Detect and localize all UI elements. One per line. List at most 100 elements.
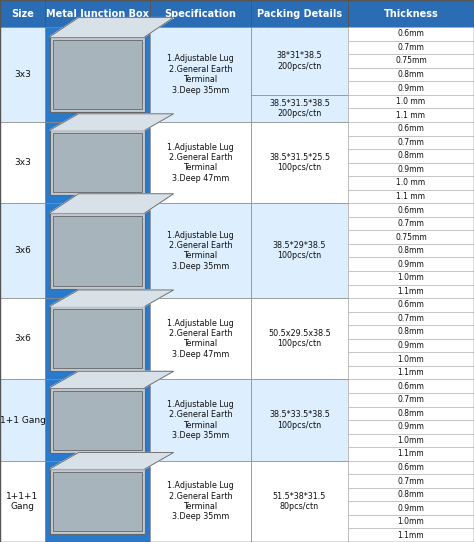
Bar <box>348 528 474 542</box>
Bar <box>348 393 474 406</box>
Bar <box>53 472 142 531</box>
Bar <box>50 213 145 289</box>
Bar <box>348 488 474 501</box>
Text: 1.0 mm: 1.0 mm <box>396 97 426 106</box>
Bar <box>0 379 45 461</box>
Text: 0.9mm: 0.9mm <box>398 260 424 269</box>
Text: 38.5*33.5*38.5
100pcs/ctn: 38.5*33.5*38.5 100pcs/ctn <box>269 410 330 430</box>
Bar <box>348 406 474 420</box>
Bar <box>348 339 474 352</box>
Bar <box>348 203 474 217</box>
Bar <box>348 501 474 515</box>
Text: 1.Adjustable Lug
2.General Earth
Terminal
3.Deep 35mm: 1.Adjustable Lug 2.General Earth Termina… <box>167 400 234 440</box>
Bar <box>150 122 251 203</box>
Text: 0.6mm: 0.6mm <box>398 463 424 472</box>
Text: 0.7mm: 0.7mm <box>398 219 424 228</box>
Bar <box>45 0 150 27</box>
Bar <box>348 434 474 447</box>
Bar <box>53 391 142 449</box>
Bar <box>348 41 474 54</box>
Bar <box>45 122 150 203</box>
Text: 0.6mm: 0.6mm <box>398 29 424 38</box>
Text: 0.9mm: 0.9mm <box>398 504 424 513</box>
Text: 3x3: 3x3 <box>14 70 31 79</box>
Bar <box>251 461 348 542</box>
Bar <box>0 461 45 542</box>
Text: 1.1mm: 1.1mm <box>398 449 424 459</box>
Text: 0.8mm: 0.8mm <box>398 151 424 160</box>
Polygon shape <box>50 453 173 469</box>
Bar <box>150 298 251 379</box>
Bar <box>150 0 251 27</box>
Text: 1.Adjustable Lug
2.General Earth
Terminal
3.Deep 35mm: 1.Adjustable Lug 2.General Earth Termina… <box>167 230 234 271</box>
Text: 0.6mm: 0.6mm <box>398 205 424 215</box>
Polygon shape <box>50 371 173 388</box>
Bar <box>0 122 45 203</box>
Text: 0.8mm: 0.8mm <box>398 70 424 79</box>
Bar <box>53 133 142 192</box>
Bar <box>251 298 348 379</box>
Bar <box>348 474 474 488</box>
Bar <box>251 95 348 122</box>
Text: 0.9mm: 0.9mm <box>398 165 424 174</box>
Text: 0.7mm: 0.7mm <box>398 314 424 323</box>
Bar <box>348 108 474 122</box>
Bar <box>348 0 474 27</box>
Text: 1.1 mm: 1.1 mm <box>396 111 426 120</box>
Bar <box>348 325 474 339</box>
Bar <box>348 81 474 95</box>
Bar <box>348 298 474 312</box>
Bar <box>348 461 474 474</box>
Text: 38*31*38.5
200pcs/ctn: 38*31*38.5 200pcs/ctn <box>277 51 322 70</box>
Bar <box>50 306 145 371</box>
Text: Specification: Specification <box>164 9 237 18</box>
Bar <box>0 27 45 122</box>
Text: 1.0mm: 1.0mm <box>398 517 424 526</box>
Text: 0.6mm: 0.6mm <box>398 382 424 391</box>
Bar <box>348 176 474 190</box>
Text: Thickness: Thickness <box>383 9 438 18</box>
Bar <box>251 379 348 461</box>
Text: 1.1mm: 1.1mm <box>398 287 424 296</box>
Bar <box>251 27 348 95</box>
Text: 0.9mm: 0.9mm <box>398 341 424 350</box>
Text: 0.6mm: 0.6mm <box>398 300 424 309</box>
Bar <box>348 244 474 257</box>
Bar <box>348 95 474 108</box>
Text: 1+1+1
Gang: 1+1+1 Gang <box>6 492 38 511</box>
Text: 3x3: 3x3 <box>14 158 31 167</box>
Bar <box>348 257 474 271</box>
Polygon shape <box>50 18 173 37</box>
Polygon shape <box>50 114 173 130</box>
Text: 0.7mm: 0.7mm <box>398 138 424 147</box>
Bar <box>348 447 474 461</box>
Text: 3x6: 3x6 <box>14 246 31 255</box>
Bar <box>45 27 150 122</box>
Bar <box>348 136 474 149</box>
Text: 51.5*38*31.5
80pcs/ctn: 51.5*38*31.5 80pcs/ctn <box>273 492 326 511</box>
Text: 1.Adjustable Lug
2.General Earth
Terminal
3.Deep 47mm: 1.Adjustable Lug 2.General Earth Termina… <box>167 143 234 183</box>
Bar <box>150 461 251 542</box>
Text: 38.5*29*38.5
100pcs/ctn: 38.5*29*38.5 100pcs/ctn <box>273 241 326 260</box>
Bar <box>348 163 474 176</box>
Text: 0.75mm: 0.75mm <box>395 56 427 66</box>
Polygon shape <box>50 290 173 306</box>
Bar <box>348 366 474 379</box>
Bar <box>0 0 45 27</box>
Bar <box>150 379 251 461</box>
Text: 1.1 mm: 1.1 mm <box>396 192 426 201</box>
Polygon shape <box>50 194 173 213</box>
Bar <box>348 190 474 203</box>
Text: 50.5x29.5x38.5
100pcs/ctn: 50.5x29.5x38.5 100pcs/ctn <box>268 329 331 349</box>
Bar <box>251 122 348 203</box>
Text: 0.8mm: 0.8mm <box>398 246 424 255</box>
Bar <box>0 298 45 379</box>
Text: 0.7mm: 0.7mm <box>398 43 424 52</box>
Text: 0.6mm: 0.6mm <box>398 124 424 133</box>
Text: 1.0mm: 1.0mm <box>398 436 424 445</box>
Bar <box>348 122 474 136</box>
Text: 0.8mm: 0.8mm <box>398 409 424 418</box>
Bar <box>45 203 150 298</box>
Bar <box>0 203 45 298</box>
Bar <box>53 309 142 368</box>
